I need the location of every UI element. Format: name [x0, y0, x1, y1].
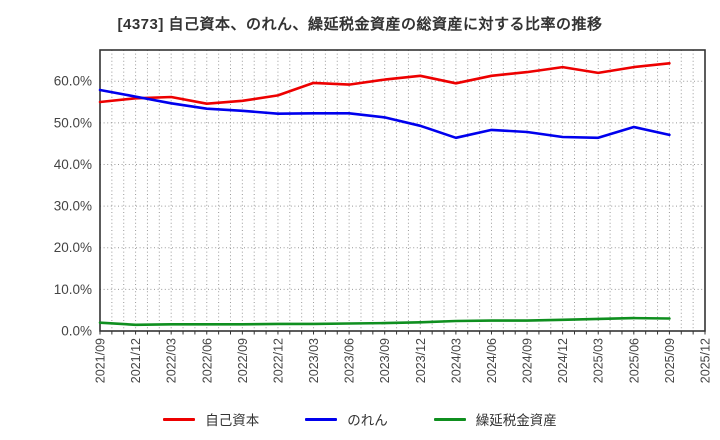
y-tick-label: 0.0% [61, 324, 92, 339]
x-tick-label: 2023/09 [378, 338, 392, 383]
x-tick-label: 2025/09 [663, 338, 677, 383]
y-tick-label: 40.0% [54, 157, 92, 172]
equity-line-swatch [163, 417, 196, 421]
x-tick-label: 2022/09 [236, 338, 250, 383]
legend-label-goodwill: のれん [347, 413, 388, 428]
x-tick-label: 2022/12 [271, 338, 285, 383]
goodwill-line-swatch [305, 417, 338, 421]
x-tick-label: 2025/03 [592, 338, 606, 383]
legend-label-deferred-tax: 繰延税金資産 [475, 413, 557, 428]
x-tick-label: 2025/06 [627, 338, 641, 383]
series-line-2 [98, 316, 671, 327]
y-tick-label: 60.0% [54, 74, 92, 89]
plot-frame [99, 49, 706, 332]
x-tick-label: 2024/09 [521, 338, 535, 383]
y-tick-label: 10.0% [54, 282, 92, 297]
y-tick-label: 50.0% [54, 115, 92, 130]
x-tick-label: 2022/03 [165, 338, 179, 383]
series-line-1 [98, 88, 671, 140]
legend-item-equity: 自己資本 [163, 409, 259, 429]
deferred-tax-line-swatch [433, 417, 466, 421]
legend-item-deferred-tax: 繰延税金資産 [433, 409, 557, 429]
x-tick-label: 2021/09 [94, 338, 108, 383]
y-tick-label: 20.0% [54, 240, 92, 255]
legend: 自己資本 のれん 繰延税金資産 [0, 406, 720, 432]
x-tick-label: 2023/12 [414, 338, 428, 383]
chart-title: [4373] 自己資本、のれん、繰延税金資産の総資産に対する比率の推移 [117, 16, 603, 33]
x-tick-label: 2021/12 [129, 338, 143, 383]
x-tick-label: 2023/06 [343, 338, 357, 383]
legend-item-goodwill: のれん [305, 409, 388, 429]
x-tick-label: 2022/06 [200, 338, 214, 383]
y-tick-label: 30.0% [54, 199, 92, 214]
x-tick-label: 2025/12 [699, 338, 713, 383]
x-tick-label: 2024/06 [485, 338, 499, 383]
x-tick-label: 2024/12 [556, 338, 570, 383]
legend-label-equity: 自己資本 [205, 413, 260, 428]
x-tick-label: 2024/03 [449, 338, 463, 383]
series-line-0 [98, 61, 671, 105]
x-tick-label: 2023/03 [307, 338, 321, 383]
